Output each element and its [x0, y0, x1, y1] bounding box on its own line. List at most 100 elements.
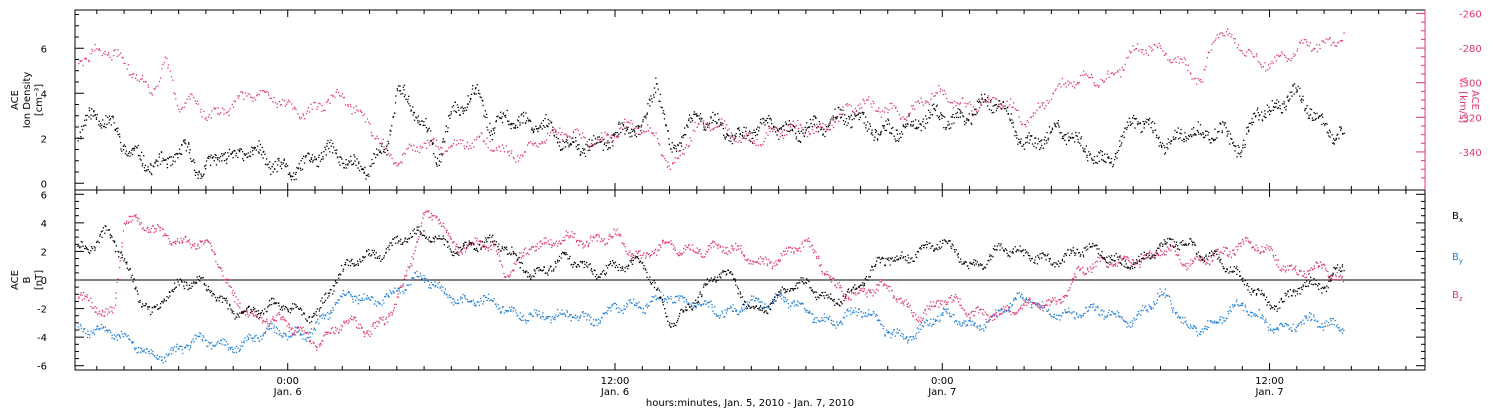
data-point	[552, 318, 555, 320]
data-point	[912, 105, 915, 107]
data-point	[1029, 135, 1032, 137]
data-point	[1040, 147, 1042, 149]
data-point	[1190, 326, 1192, 328]
data-point	[450, 144, 453, 147]
data-point	[1236, 47, 1239, 49]
data-point	[795, 132, 797, 135]
data-point	[448, 294, 451, 296]
data-point	[938, 118, 941, 121]
data-point	[495, 305, 498, 308]
data-point	[223, 113, 225, 115]
data-point	[300, 334, 302, 336]
data-point	[414, 250, 416, 252]
data-point	[107, 331, 109, 333]
data-point	[874, 129, 876, 131]
data-point	[814, 115, 816, 117]
data-point	[1136, 313, 1138, 316]
data-point	[506, 109, 508, 112]
data-point	[367, 298, 369, 300]
data-point	[1012, 121, 1014, 124]
data-point	[1307, 117, 1310, 119]
data-point	[252, 153, 254, 156]
data-point	[665, 159, 667, 162]
data-point	[276, 328, 278, 330]
data-point	[138, 218, 140, 220]
data-point	[878, 319, 880, 321]
data-point	[831, 117, 833, 119]
data-point	[1198, 133, 1200, 135]
data-point	[399, 90, 402, 92]
data-point	[1182, 61, 1184, 64]
data-point	[760, 301, 762, 303]
data-point	[764, 303, 766, 305]
data-point	[144, 80, 146, 83]
data-point	[409, 265, 411, 268]
data-point	[297, 326, 299, 328]
data-point	[1192, 324, 1195, 327]
data-point	[231, 292, 233, 294]
data-point	[280, 318, 282, 321]
data-point	[1073, 311, 1075, 313]
data-point	[919, 123, 922, 125]
data-point	[345, 293, 348, 296]
data-point	[393, 310, 395, 312]
data-point	[109, 306, 111, 308]
data-point	[949, 315, 951, 317]
data-point	[113, 50, 115, 52]
data-point	[942, 314, 944, 316]
data-point	[945, 128, 947, 131]
data-point	[294, 334, 296, 336]
data-point	[1242, 309, 1245, 312]
data-point	[1047, 137, 1049, 139]
data-point	[965, 122, 967, 124]
data-point	[962, 116, 965, 118]
data-point	[825, 316, 827, 319]
data-point	[863, 100, 865, 102]
data-point	[1329, 324, 1331, 326]
data-point	[658, 100, 660, 102]
data-point	[819, 123, 821, 125]
data-point	[1055, 314, 1058, 316]
data-point	[906, 125, 908, 128]
data-point	[190, 346, 192, 349]
data-point	[343, 167, 345, 169]
data-point	[157, 225, 160, 227]
data-point	[984, 93, 986, 95]
data-point	[796, 303, 798, 306]
data-point	[1092, 306, 1094, 308]
data-point	[783, 301, 785, 303]
data-point	[1103, 310, 1105, 313]
data-point	[1210, 321, 1212, 323]
data-point	[989, 319, 991, 321]
data-point	[586, 319, 588, 321]
data-point	[1091, 77, 1093, 79]
data-point	[861, 316, 863, 318]
data-point	[251, 312, 254, 314]
data-point	[166, 167, 169, 169]
data-point	[851, 311, 854, 313]
data-point	[1032, 112, 1035, 114]
data-point	[315, 158, 317, 160]
data-point	[280, 335, 282, 337]
data-point	[183, 106, 185, 108]
data-point	[1011, 106, 1013, 108]
data-point	[247, 93, 249, 95]
data-point	[930, 98, 932, 100]
data-point	[86, 114, 88, 116]
data-point	[914, 108, 916, 110]
data-point	[700, 120, 703, 122]
data-point	[122, 57, 124, 59]
data-point	[649, 99, 651, 101]
data-point	[332, 309, 335, 311]
data-point	[384, 295, 386, 298]
data-point	[1250, 311, 1252, 313]
data-point	[402, 285, 404, 287]
data-point	[391, 157, 393, 160]
data-point	[113, 307, 115, 309]
data-point	[768, 115, 770, 117]
data-point	[869, 125, 872, 127]
data-point	[1038, 140, 1040, 143]
data-point	[412, 253, 415, 255]
data-point	[1212, 139, 1215, 142]
data-point	[582, 311, 584, 313]
